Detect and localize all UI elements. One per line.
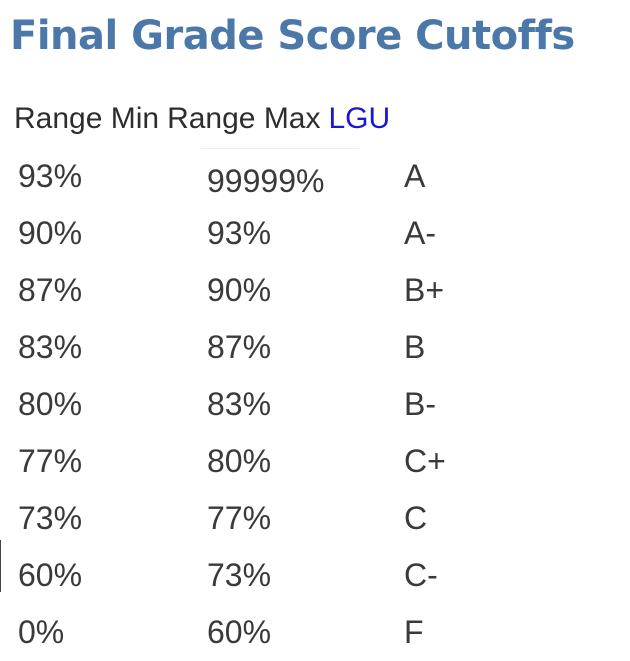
cell-range-max: 83%: [207, 386, 272, 422]
cell-range-min: 93%: [18, 158, 83, 194]
cell-range-max: 73%: [207, 557, 272, 593]
cell-lgu: C: [404, 500, 428, 536]
cell-range-max: 77%: [207, 500, 272, 536]
cell-highlight: [201, 148, 359, 206]
cell-range-min: 87%: [18, 272, 83, 308]
cell-range-max: 90%: [207, 272, 272, 308]
page-title: Final Grade Score Cutoffs: [10, 13, 575, 59]
table-row: 73% 77% C: [0, 490, 630, 547]
cell-lgu: C+: [404, 443, 446, 479]
table-row: 87% 90% B+: [0, 262, 630, 319]
table-row: 93% 99999% A: [0, 148, 630, 205]
table-row: 0% 60% F: [0, 604, 630, 661]
cell-range-min: 83%: [18, 329, 83, 365]
cell-range-min: 0%: [18, 614, 65, 650]
cell-lgu: B+: [404, 272, 445, 308]
cell-range-min: 90%: [18, 215, 83, 251]
cell-range-max: 87%: [207, 329, 272, 365]
cell-range-min: 80%: [18, 386, 83, 422]
edge-divider: [0, 540, 1, 592]
table-row: 60% 73% C-: [0, 547, 630, 604]
grade-table: 93% 99999% A 90% 93% A- 87% 90% B+ 83% 8…: [0, 148, 630, 661]
cell-lgu: A: [404, 158, 426, 194]
cell-range-max: 60%: [207, 614, 272, 650]
table-row: 90% 93% A-: [0, 205, 630, 262]
cell-range-min: 73%: [18, 500, 83, 536]
table-row: 77% 80% C+: [0, 433, 630, 490]
header-range-max: Range Max: [167, 102, 321, 135]
cell-range-max: 99999%: [207, 163, 325, 199]
cell-range-max: 80%: [207, 443, 272, 479]
cell-lgu: A-: [404, 215, 436, 251]
header-range-min: Range Min: [14, 102, 160, 135]
cell-lgu: B-: [404, 386, 436, 422]
cell-range-min: 60%: [18, 557, 83, 593]
table-row: 83% 87% B: [0, 319, 630, 376]
cell-range-max: 93%: [207, 215, 272, 251]
cell-range-min: 77%: [18, 443, 83, 479]
table-header: Range Min Range Max LGU: [14, 101, 398, 137]
header-lgu: LGU: [328, 102, 391, 135]
cell-lgu: B: [404, 329, 426, 365]
table-row: 80% 83% B-: [0, 376, 630, 433]
cell-lgu: F: [404, 614, 424, 650]
cell-lgu: C-: [404, 557, 438, 593]
